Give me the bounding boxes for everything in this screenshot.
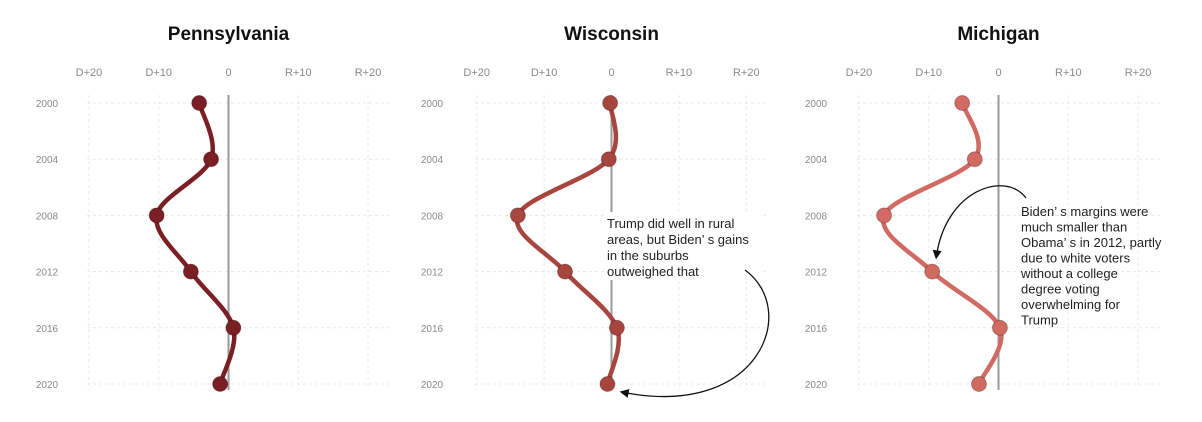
annotation-arrow [932,185,1027,260]
data-point [203,151,220,168]
panel-title: Pennsylvania [168,24,290,45]
margin-line [514,100,621,387]
x-tick-label: D+10 [531,67,558,79]
x-tick-label: D+20 [846,67,873,79]
x-tick-label: D+10 [915,67,942,79]
x-tick-label: 0 [608,67,614,79]
year-label: 2008 [36,211,59,222]
panel-wisconsin: Wisconsin D+20 D+10 0 R+10 R+20 2000 2004 2008 20… [421,24,770,398]
year-label: 2000 [421,99,444,110]
x-tick-label: D+20 [76,67,103,79]
annotation-line: Obama’ s in 2012, partly [1021,235,1162,250]
data-point [212,376,229,392]
margin-line [154,100,237,387]
year-label: 2000 [805,99,828,110]
x-tick-label: R+10 [1055,67,1082,79]
x-tick-label: 0 [995,67,1001,79]
annotation-line: outweighed that [607,264,699,279]
margin-line [880,100,1004,387]
annotation-line: Trump [1021,313,1058,328]
year-label: 2012 [36,268,59,279]
x-tick-label: R+10 [666,67,693,79]
data-point [148,207,165,224]
year-label: 2020 [36,380,59,391]
year-label: 2008 [805,211,828,222]
x-tick-label: R+20 [355,67,382,79]
data-point [509,207,526,224]
annotation-text: Trump did well in rural areas, but Biden’… [607,216,749,279]
annotation-line: Trump did well in rural [607,216,735,231]
data-point [876,207,893,224]
year-label: 2016 [805,324,828,335]
annotation-line: degree voting [1021,282,1100,297]
year-label: 2016 [36,324,59,335]
panel-title: Michigan [957,24,1039,45]
annotation-background [604,212,764,280]
year-label: 2012 [805,268,828,279]
x-tick-label: D+20 [463,67,490,79]
annotation-line: much smaller than [1021,220,1127,235]
year-label: 2004 [421,155,444,166]
x-tick-label: D+10 [145,67,172,79]
year-label: 2004 [805,155,828,166]
year-label: 2000 [36,99,59,110]
annotation-line: Biden’ s margins were [1021,204,1148,219]
data-point [608,319,625,336]
data-point [970,376,987,392]
year-label: 2004 [36,155,59,166]
annotation-line: due to white voters [1021,251,1131,266]
data-point [954,95,971,111]
annotation-text: Biden’ s margins were much smaller than Ob… [1020,204,1162,328]
x-tick-label: R+20 [1125,67,1152,79]
year-label: 2020 [421,380,444,391]
annotation-line: overwhelming for [1021,297,1121,312]
data-point [966,151,983,168]
data-point [182,263,199,280]
panel-title: Wisconsin [564,24,659,45]
data-point [602,95,619,111]
data-point [599,376,616,392]
data-point [225,319,242,336]
data-point [600,151,617,168]
data-point [191,95,208,111]
data-point [924,263,941,280]
data-point [557,263,574,280]
x-tick-label: 0 [225,67,231,79]
annotation-arrow [619,269,770,398]
data-point [991,319,1008,336]
annotation-line: areas, but Biden’ s gains [607,232,749,247]
panel-pennsylvania: Pennsylvania D+20 D+10 0 R+10 R+20 2000 2004 200… [36,24,390,392]
year-label: 2012 [421,268,444,279]
annotation-line: in the suburbs [607,248,689,263]
year-label: 2008 [421,211,444,222]
x-tick-label: R+10 [285,67,312,79]
year-label: 2016 [421,324,444,335]
panel-michigan: Michigan D+20 D+10 0 R+10 R+20 2000 2004 2008 201… [805,24,1162,392]
annotation-line: without a college [1020,266,1118,281]
x-tick-label: R+20 [733,67,760,79]
year-label: 2020 [805,380,828,391]
